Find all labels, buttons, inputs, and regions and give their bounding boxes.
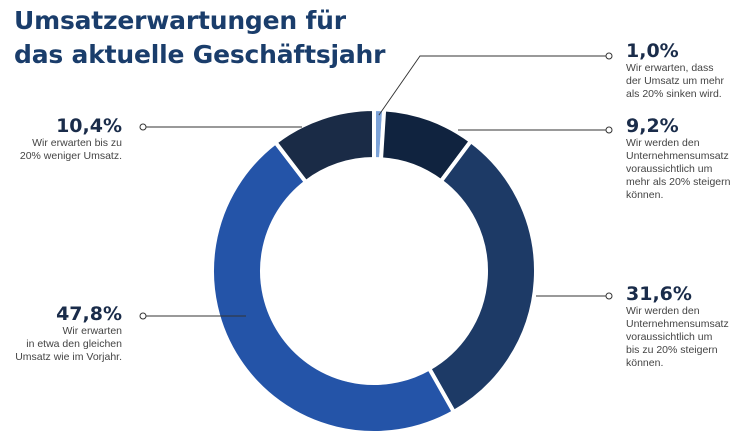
chart-title-line-1: Umsatzerwartungen für bbox=[14, 6, 346, 35]
leader-marker-3 bbox=[605, 292, 613, 300]
label-slice-4: 47,8% Wir erwarten in etwa den gleichen … bbox=[8, 303, 122, 364]
slice-2-description: Wir werden den Unternehmensumsatz voraus… bbox=[626, 137, 731, 201]
donut-slice-3 bbox=[427, 139, 538, 414]
label-slice-1: 1,0% Wir erwarten, dass der Umsatz um me… bbox=[626, 40, 724, 101]
slice-2-value-label: 9,2% bbox=[626, 115, 679, 137]
slice-4-value-label: 47,8% bbox=[56, 303, 122, 325]
leader-marker-5 bbox=[139, 123, 147, 131]
slice-3-value-label: 31,6% bbox=[626, 283, 692, 305]
leader-marker-2 bbox=[605, 126, 613, 134]
leader-marker-4 bbox=[139, 312, 147, 320]
donut-slices bbox=[210, 107, 538, 435]
leader-marker-1 bbox=[605, 52, 613, 60]
label-slice-3: 31,6% Wir werden den Unternehmensumsatz … bbox=[626, 283, 729, 370]
slice-1-description: Wir erwarten, dass der Umsatz um mehr al… bbox=[626, 62, 725, 100]
label-slice-2: 9,2% Wir werden den Unternehmensumsatz v… bbox=[626, 115, 730, 202]
slice-5-description: Wir erwarten bis zu 20% weniger Umsatz. bbox=[19, 137, 122, 162]
slice-4-description: Wir erwarten in etwa den gleichen Umsatz… bbox=[15, 325, 122, 363]
chart-title-line-2: das aktuelle Geschäftsjahr bbox=[14, 40, 386, 69]
label-slice-5: 10,4% Wir erwarten bis zu 20% weniger Um… bbox=[8, 115, 122, 163]
leader-lines bbox=[139, 52, 613, 320]
slice-5-value-label: 10,4% bbox=[56, 115, 122, 137]
chart-title: Umsatzerwartungen für das aktuelle Gesch… bbox=[14, 4, 434, 72]
leader-line-1 bbox=[378, 55, 609, 116]
slice-3-description: Wir werden den Unternehmensumsatz voraus… bbox=[626, 305, 729, 369]
slice-1-value-label: 1,0% bbox=[626, 40, 679, 62]
donut-slice-4 bbox=[210, 140, 456, 435]
